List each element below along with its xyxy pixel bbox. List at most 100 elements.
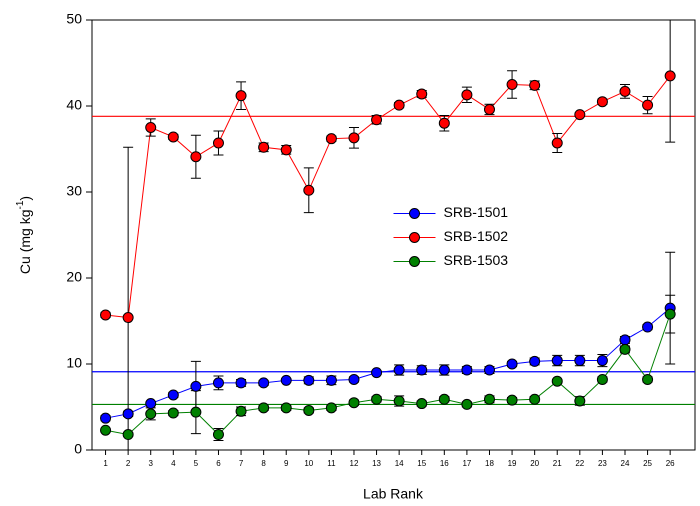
marker: [258, 377, 270, 389]
x-tick-label: 1: [103, 459, 108, 468]
marker: [212, 137, 224, 149]
marker: [596, 373, 608, 385]
marker: [416, 88, 428, 100]
marker: [280, 144, 292, 156]
marker: [642, 373, 654, 385]
series-line: [105, 75, 671, 319]
legend-marker: [409, 208, 420, 219]
x-tick-label: 21: [553, 459, 562, 468]
x-tick-label: 8: [261, 459, 266, 468]
marker: [371, 367, 383, 379]
x-tick-label: 20: [530, 459, 539, 468]
x-tick-label: 23: [598, 459, 607, 468]
x-tick-label: 4: [171, 459, 176, 468]
y-label-suffix: ): [17, 196, 33, 201]
plot-area: [92, 20, 695, 450]
y-tick-label: 30: [66, 183, 82, 199]
x-tick-label: 7: [239, 459, 244, 468]
marker: [664, 70, 676, 82]
marker: [348, 132, 360, 144]
marker: [619, 343, 631, 355]
marker: [506, 394, 518, 406]
marker: [190, 380, 202, 392]
marker: [212, 429, 224, 441]
marker: [619, 334, 631, 346]
marker: [574, 109, 586, 121]
marker: [303, 404, 315, 416]
marker: [416, 398, 428, 410]
marker: [574, 395, 586, 407]
marker: [551, 137, 563, 149]
plot-frame: [91, 19, 696, 451]
x-tick-label: 6: [216, 459, 221, 468]
marker: [642, 321, 654, 333]
marker: [145, 122, 157, 133]
marker: [574, 355, 586, 367]
marker: [461, 364, 473, 376]
x-tick-label: 17: [462, 459, 471, 468]
x-tick-label: 15: [417, 459, 426, 468]
x-tick-label: 24: [621, 459, 630, 468]
marker: [258, 402, 270, 414]
x-axis-label: Lab Rank: [363, 486, 424, 502]
marker: [483, 364, 495, 376]
marker: [167, 131, 179, 143]
x-tick-label: 12: [350, 459, 359, 468]
marker: [325, 133, 337, 145]
marker: [280, 402, 292, 414]
marker: [506, 79, 518, 90]
marker: [551, 355, 563, 367]
marker: [122, 408, 134, 420]
marker: [190, 151, 202, 163]
y-label-text: Cu (mg kg: [17, 210, 33, 275]
marker: [529, 393, 541, 405]
marker: [483, 103, 495, 115]
x-tick-label: 2: [126, 459, 131, 468]
x-tick-label: 16: [440, 459, 449, 468]
series-line: [105, 313, 671, 436]
x-tick-label: 26: [666, 459, 675, 468]
marker: [393, 364, 405, 376]
legend-marker: [409, 256, 420, 267]
marker: [280, 374, 292, 386]
marker: [438, 393, 450, 405]
marker: [325, 374, 337, 386]
marker: [325, 402, 337, 414]
marker: [664, 308, 676, 320]
y-label-superscript: -1: [15, 200, 26, 209]
series-line: [105, 307, 671, 419]
x-tick-label: 10: [304, 459, 313, 468]
marker: [438, 117, 450, 129]
x-tick-label: 11: [327, 459, 336, 468]
marker: [596, 355, 608, 367]
y-axis-label: Cu (mg kg-1): [15, 196, 33, 274]
marker: [461, 398, 473, 410]
marker: [235, 90, 247, 102]
x-tick-label: 25: [643, 459, 652, 468]
marker: [100, 424, 112, 436]
marker: [461, 89, 473, 101]
x-tick-label: 18: [485, 459, 494, 468]
x-tick-label: 3: [148, 459, 153, 468]
marker: [483, 393, 495, 405]
marker: [551, 375, 563, 387]
marker: [303, 184, 315, 196]
marker: [529, 355, 541, 367]
x-tick-label: 22: [575, 459, 584, 468]
y-tick-label: 50: [66, 11, 82, 27]
marker: [619, 85, 631, 97]
marker: [371, 393, 383, 405]
marker: [122, 312, 134, 324]
x-tick-label: 14: [395, 459, 404, 468]
x-tick-label: 9: [284, 459, 289, 468]
marker: [303, 374, 315, 386]
x-tick-label: 5: [194, 459, 199, 468]
x-tick-label: 19: [508, 459, 517, 468]
legend-marker: [409, 232, 420, 243]
marker: [190, 406, 202, 418]
marker: [167, 389, 179, 401]
marker: [235, 377, 247, 389]
marker: [506, 358, 518, 370]
y-tick-label: 10: [66, 355, 82, 371]
